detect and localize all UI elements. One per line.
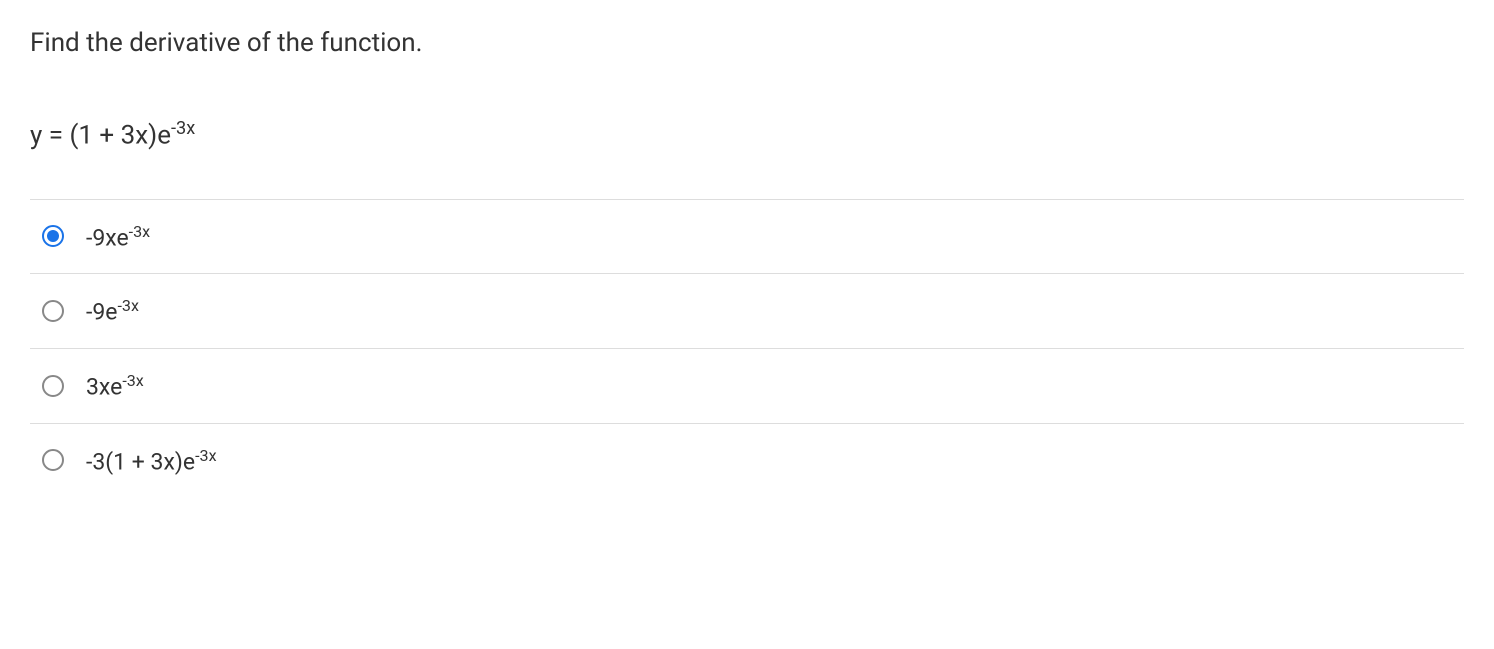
option-label: -9e-3x [86, 296, 139, 326]
option-label: 3xe-3x [86, 371, 144, 401]
option-row[interactable]: -9e-3x [30, 274, 1464, 349]
option-row[interactable]: -9xe-3x [30, 200, 1464, 275]
option-exponent: -3x [129, 222, 150, 241]
option-label: -3(1 + 3x)e-3x [86, 446, 217, 476]
option-row[interactable]: 3xe-3x [30, 349, 1464, 424]
option-exponent: -3x [122, 371, 143, 390]
option-row[interactable]: -3(1 + 3x)e-3x [30, 424, 1464, 498]
question-prompt: Find the derivative of the function. [30, 28, 1464, 58]
option-label: -9xe-3x [86, 222, 150, 252]
option-exponent: -3x [117, 296, 138, 315]
option-base: -3(1 + 3x)e [86, 448, 195, 475]
option-exponent: -3x [195, 446, 216, 465]
options-list: -9xe-3x -9e-3x 3xe-3x -3(1 + 3x)e-3x [30, 199, 1464, 498]
radio-button[interactable] [42, 225, 64, 247]
radio-button[interactable] [42, 375, 64, 397]
option-base: -9e [86, 299, 117, 326]
radio-button[interactable] [42, 449, 64, 471]
question-equation: y = (1 + 3x)e-3x [30, 118, 1464, 151]
equation-exponent: -3x [171, 118, 195, 139]
equation-base: y = (1 + 3x)e [30, 121, 171, 151]
radio-button[interactable] [42, 300, 64, 322]
option-base: -9xe [86, 224, 129, 251]
option-base: 3xe [86, 374, 122, 401]
